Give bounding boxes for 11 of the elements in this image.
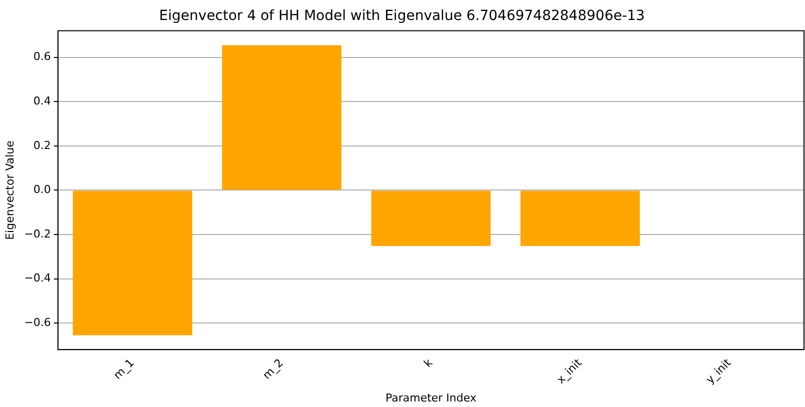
chart-title: Eigenvector 4 of HH Model with Eigenvalue 6.704697482848906e-13 — [159, 8, 645, 24]
y-tick-label: 0.6 — [33, 50, 51, 64]
x-tick-label: k — [421, 356, 436, 370]
y-tick-label: −0.2 — [24, 227, 51, 240]
y-tick-label: −0.4 — [24, 272, 51, 285]
y-axis-title: Eigenvector Value — [3, 140, 16, 240]
y-tick-label: 0.2 — [33, 138, 51, 152]
x-axis-title: Parameter Index — [385, 391, 477, 404]
y-tick-label: −0.6 — [24, 316, 51, 329]
y-tick-label: 0.0 — [33, 183, 51, 196]
y-tick-label: 0.4 — [33, 94, 51, 108]
